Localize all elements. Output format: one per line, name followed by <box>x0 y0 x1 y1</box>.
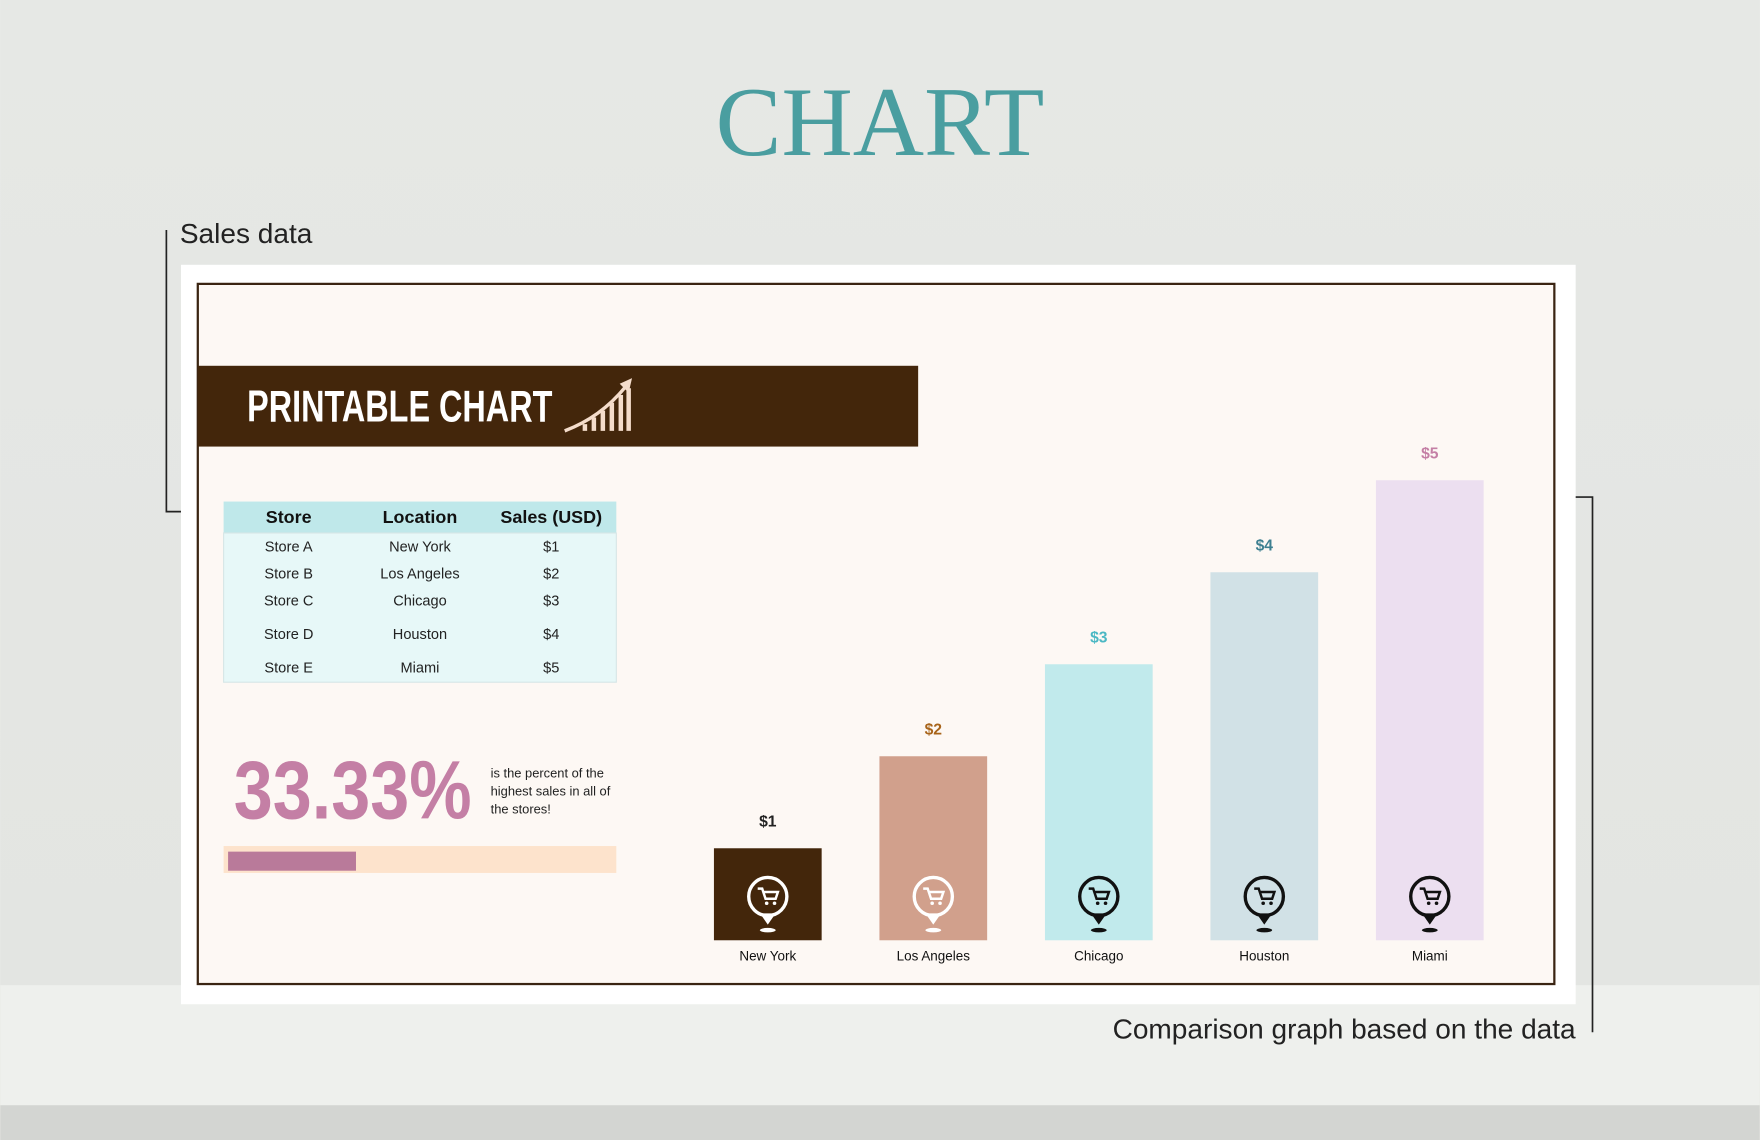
cart <box>1419 887 1442 900</box>
cart <box>757 887 780 900</box>
table-cell: Chicago <box>393 593 446 609</box>
stat-value: 33.33% <box>234 744 472 837</box>
header-icon <box>564 378 633 433</box>
value-label: $4 <box>1256 538 1274 555</box>
cart-wheel <box>764 901 769 906</box>
chart: $1 New York $2 Los Angeles $3 Chicago $4 Housto… <box>713 446 1484 964</box>
pin-icon <box>1243 875 1286 933</box>
table-body <box>223 532 617 683</box>
cart-wheel <box>930 901 934 906</box>
floor <box>0 985 1760 1109</box>
table-cell: $2 <box>543 566 559 582</box>
table-cell: Store D <box>264 627 313 643</box>
bar <box>1044 664 1153 941</box>
x-tick-label: Chicago <box>1074 949 1123 964</box>
pin-shadow <box>759 927 776 933</box>
cart-wheel <box>772 901 777 906</box>
stat-text: is the percent of the highest sales in al… <box>491 766 611 817</box>
table-cell: Houston <box>393 627 447 643</box>
x-tick-label: Miami <box>1412 949 1448 964</box>
bar <box>1375 480 1484 941</box>
annotation: Comparison graph based on the data <box>1113 1014 1576 1045</box>
table-cell: $3 <box>543 593 559 609</box>
table: Store Location Sales (USD) Store A New York $… <box>264 507 602 676</box>
cart <box>1254 887 1277 900</box>
pin-icon <box>912 875 955 933</box>
annotation: Sales data <box>180 218 313 249</box>
pin-tip <box>1090 913 1107 925</box>
table-cell: Los Angeles <box>380 566 459 582</box>
cart-wheel <box>1269 901 1273 906</box>
pin-shadow <box>1090 927 1107 933</box>
x-tick-label: New York <box>739 949 796 964</box>
cart <box>1088 887 1111 900</box>
bar <box>879 756 988 941</box>
stat-text-line: the stores! <box>491 802 551 817</box>
table-cell: Store E <box>264 661 313 677</box>
cart-wheel <box>1095 901 1100 906</box>
table-cell: Store A <box>265 539 313 555</box>
pin-shadow <box>1421 927 1438 933</box>
table-cell: $5 <box>543 661 559 677</box>
pin-tip <box>759 913 776 925</box>
table-column-header: Sales (USD) <box>500 507 602 527</box>
table-cell: Miami <box>401 661 440 677</box>
value-label: $2 <box>925 722 943 739</box>
pin-shadow <box>1256 927 1273 933</box>
value-label: $5 <box>1421 446 1439 463</box>
stat-text-line: highest sales in all of <box>491 784 611 799</box>
x-tick-label: Los Angeles <box>897 949 971 964</box>
progress <box>228 851 356 871</box>
progress-fill <box>228 851 356 871</box>
table-cell: Store B <box>264 566 313 582</box>
pin-icon <box>747 875 789 933</box>
cart-wheel <box>938 901 942 906</box>
cart-wheel <box>1426 901 1431 906</box>
bar <box>713 848 822 941</box>
cart-wheel <box>1434 901 1439 906</box>
value-label: $3 <box>1090 630 1108 647</box>
cart-wheel <box>1103 901 1108 906</box>
table-cell: $1 <box>543 539 559 555</box>
table-header <box>223 501 617 533</box>
header-bar <box>197 365 919 447</box>
table-column-header: Location <box>383 507 458 527</box>
pin-icon <box>1078 875 1120 933</box>
pin-tip <box>1421 913 1438 925</box>
pin-icon <box>1409 875 1451 933</box>
header-title: PRINTABLE CHART <box>247 380 552 431</box>
table-column-header: Store <box>266 507 312 527</box>
pin-tip <box>925 913 942 925</box>
table-cell: Store C <box>264 593 313 609</box>
cart-wheel <box>1261 901 1265 906</box>
pin-tip <box>1256 913 1273 925</box>
stat-text-line: is the percent of the <box>491 766 604 781</box>
page-title: CHART <box>716 68 1045 177</box>
cart <box>923 887 946 900</box>
table-cell: New York <box>389 539 451 555</box>
table-cell: $4 <box>543 627 559 643</box>
value-label: $1 <box>759 814 777 831</box>
floor-edge <box>0 1105 1760 1140</box>
x-tick-label: Houston <box>1239 949 1289 964</box>
pin-shadow <box>925 927 942 933</box>
bar <box>1210 572 1319 941</box>
